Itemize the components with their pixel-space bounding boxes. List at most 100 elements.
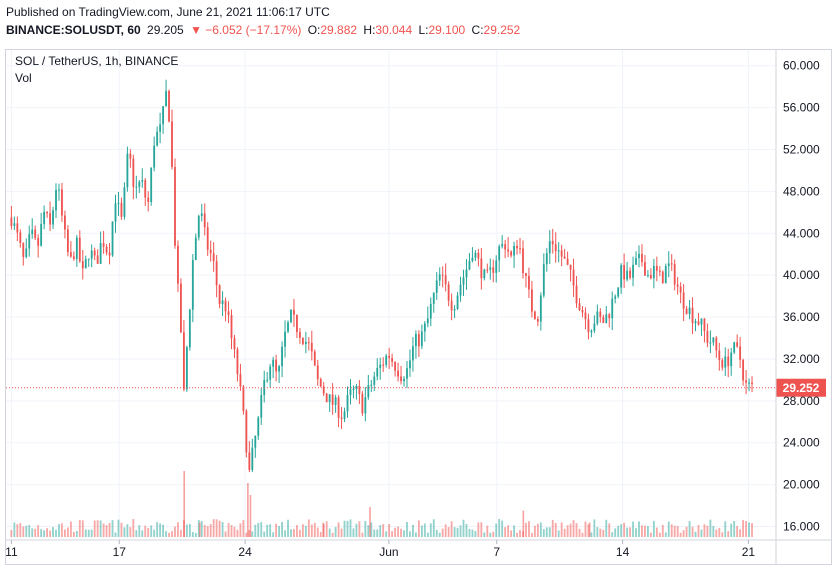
candle-body [602, 317, 605, 324]
candle-body [566, 258, 569, 265]
volume-bar [673, 525, 676, 537]
volume-label: Vol [15, 71, 32, 85]
volume-bars [10, 471, 753, 537]
candle-body [52, 210, 54, 225]
y-tick-label: 56.000 [783, 101, 820, 115]
candle-body [346, 394, 349, 412]
volume-bar [513, 525, 515, 537]
volume-bar [471, 529, 474, 537]
volume-bar [548, 527, 551, 537]
volume-bar [165, 531, 167, 537]
volume-bar [530, 532, 533, 537]
volume-bar [474, 531, 477, 537]
candle-body [584, 312, 587, 320]
candle-body [447, 284, 450, 301]
x-tick-label: 21 [742, 545, 756, 559]
candle-body [608, 314, 611, 319]
volume-bar [703, 524, 706, 537]
volume-bar [120, 522, 123, 537]
candle-body [620, 265, 623, 288]
volume-bar [159, 523, 162, 537]
candle-body [516, 245, 518, 249]
candle-body [661, 271, 664, 284]
volume-bar [602, 529, 605, 537]
volume-bar [296, 525, 298, 537]
candle-body [412, 346, 414, 361]
candle-body [278, 366, 281, 372]
volume-bar [290, 529, 292, 537]
candle-body [185, 347, 188, 390]
volume-bar [554, 523, 557, 537]
volume-bar [453, 527, 456, 537]
candle-body [456, 295, 459, 310]
ohlc-header: BINANCE:SOLUSDT, 60 29.205 ▼ −6.052 (−17… [6, 23, 520, 37]
volume-bar [150, 525, 153, 537]
candle-body [319, 379, 322, 387]
volume-bar [260, 522, 263, 537]
symbol-label: BINANCE:SOLUSDT, 60 [6, 23, 141, 37]
candle-body [483, 269, 486, 279]
y-tick-label: 28.000 [783, 394, 820, 408]
candle-body [16, 223, 19, 233]
volume-bar [361, 532, 364, 537]
candle-body [370, 384, 373, 386]
candle-body [629, 270, 631, 278]
x-tick-label: 24 [238, 545, 252, 559]
volume-bar [93, 520, 96, 537]
volume-bar [269, 524, 272, 537]
candle-body [69, 252, 72, 257]
candle-body [438, 274, 441, 281]
volume-bar [432, 519, 435, 537]
x-axis: 11 17 24 Jun 7 14 21 [5, 539, 832, 559]
volume-bar [462, 519, 465, 537]
volume-bar [138, 525, 141, 537]
candle-body [215, 261, 218, 286]
candle-body [617, 287, 620, 297]
x-tick-label: 11 [5, 545, 18, 559]
volume-bar [417, 520, 420, 537]
candle-body [522, 248, 524, 274]
volume-bar [251, 531, 254, 537]
volume-bar [90, 529, 93, 537]
volume-bar [16, 524, 19, 537]
volume-bar [599, 528, 602, 537]
volume-bar [81, 520, 84, 537]
candle-body [144, 180, 147, 198]
volume-bar [528, 521, 530, 537]
candle-body [533, 311, 536, 319]
candle-body [180, 283, 182, 333]
change-value: ▼ −6.052 (−17.17%) [190, 23, 302, 37]
candle-body [649, 274, 652, 279]
chart-frame[interactable] [5, 49, 832, 565]
volume-bar [168, 532, 170, 537]
volume-bar [605, 519, 608, 537]
volume-bar [700, 529, 703, 537]
candle-body [310, 342, 313, 352]
candle-body [129, 153, 132, 159]
volume-bar [293, 529, 295, 537]
volume-bar [533, 525, 536, 537]
volume-bar [132, 519, 135, 537]
candle-body [474, 252, 477, 258]
candle-body [31, 229, 34, 235]
volume-spike [183, 471, 186, 537]
volume-bar [221, 521, 224, 537]
volume-bar [403, 530, 405, 537]
last-price-label: 29.252 [783, 381, 820, 395]
volume-bar [620, 524, 623, 537]
candle-body [536, 318, 539, 322]
candle-body [61, 189, 63, 216]
volume-bar [712, 525, 715, 537]
candle-body [611, 298, 614, 319]
series-legend: SOL / TetherUS, 1h, BINANCE [15, 54, 178, 68]
volume-bar [718, 528, 721, 537]
volume-bar [545, 527, 548, 537]
candle-body [587, 319, 590, 333]
volume-bar [510, 530, 513, 537]
candle-body [667, 263, 670, 267]
volume-bar [688, 521, 691, 537]
candle-body [379, 364, 382, 368]
volume-bar [426, 532, 429, 537]
volume-bar [275, 523, 278, 537]
